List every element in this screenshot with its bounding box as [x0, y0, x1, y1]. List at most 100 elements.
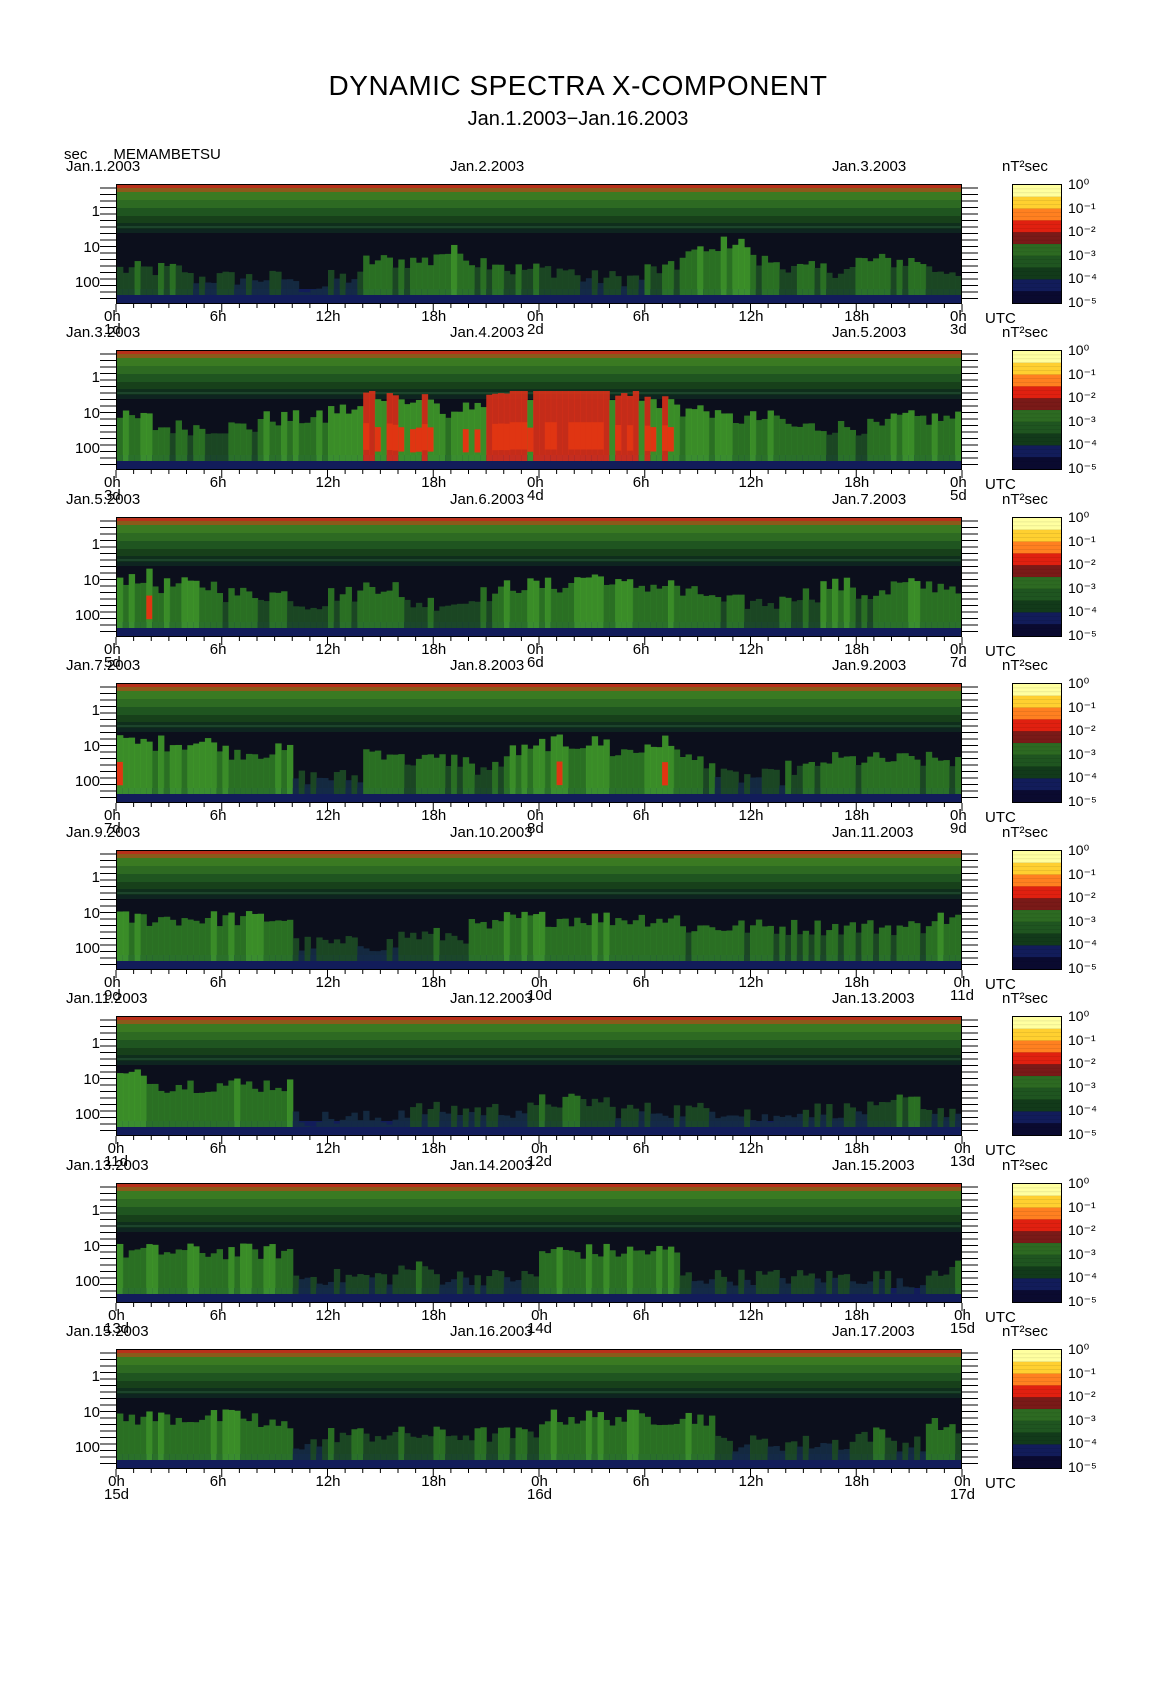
noise-floor-cell: [245, 1454, 253, 1468]
spectrogram-panel: Jan.15.2003 Jan.16.2003 Jan.17.2003 nT²sec 1…: [0, 1323, 1156, 1506]
noise-floor-cell: [925, 622, 933, 636]
x-tick-label: 6h: [632, 974, 650, 991]
activity-cell: [732, 925, 739, 961]
noise-floor-cell: [439, 788, 446, 802]
colorbar-swatch: [1013, 374, 1061, 387]
activity-cell: [316, 777, 323, 794]
noise-floor-cell: [544, 1288, 552, 1302]
noise-floor-cell: [175, 1288, 182, 1302]
activity-cell: [374, 1273, 382, 1294]
panel-end-date: Jan.5.2003: [832, 324, 907, 341]
activity-cell: [181, 577, 188, 628]
activity-cell: [826, 1104, 833, 1127]
activity-cell: [621, 1421, 628, 1460]
activity-cell: [410, 932, 417, 961]
y-tick-label: 100: [74, 773, 100, 790]
noise-floor-cell: [122, 1454, 130, 1468]
high-power-cell: [662, 762, 669, 786]
noise-floor-cell: [199, 1288, 206, 1302]
activity-cell: [714, 251, 722, 295]
panel-mid-date: Jan.10.2003: [450, 824, 533, 841]
activity-cell: [884, 1270, 892, 1294]
panel-end-date: Jan.9.2003: [832, 657, 907, 674]
noise-floor-cell: [832, 1454, 839, 1468]
noise-floor-cell: [316, 622, 323, 636]
noise-floor-cell: [257, 289, 265, 303]
noise-floor-cell: [726, 1288, 733, 1302]
noise-floor-cell: [732, 622, 739, 636]
noise-floor-cell: [667, 622, 675, 636]
noise-floor-cell: [925, 788, 933, 802]
activity-cell: [163, 1092, 171, 1127]
x-tick-label: 0h 9d: [104, 974, 121, 1004]
activity-cell: [603, 1243, 610, 1294]
activity-cell: [750, 1435, 757, 1460]
short-period-band: [117, 223, 961, 229]
colorbar-swatch: [1013, 851, 1061, 864]
noise-floor-cell: [562, 1121, 569, 1135]
noise-floor-cell: [169, 455, 177, 469]
noise-floor-cell: [732, 289, 739, 303]
activity-cell: [509, 1117, 517, 1127]
noise-floor-cell: [597, 1121, 604, 1135]
activity-cell: [574, 917, 581, 961]
noise-floor-cell: [779, 1288, 786, 1302]
noise-floor-cell: [527, 788, 534, 802]
noise-floor-cell: [949, 1454, 956, 1468]
noise-floor-cell: [228, 622, 235, 636]
activity-cell: [779, 926, 786, 961]
chart-title: DYNAMIC SPECTRA X-COMPONENT: [328, 70, 828, 101]
activity-cell: [486, 1276, 493, 1294]
noise-floor-cell: [861, 955, 868, 969]
activity-cell: [122, 911, 130, 961]
activity-cell: [955, 1260, 961, 1294]
activity-cell: [509, 914, 517, 961]
short-period-band: [117, 562, 961, 566]
noise-floor-cell: [826, 955, 833, 969]
activity-cell: [169, 1253, 177, 1294]
activity-cell: [615, 579, 622, 628]
activity-cell: [204, 917, 212, 961]
activity-cell: [310, 607, 317, 628]
activity-cell: [128, 737, 136, 794]
noise-floor-cell: [392, 622, 399, 636]
activity-cell: [175, 925, 182, 961]
chart-subtitle: Jan.1.2003−Jan.16.2003: [467, 108, 689, 130]
x-unit-label: UTC: [985, 976, 1016, 993]
y-tick-label: 1: [91, 369, 100, 386]
activity-cell: [152, 586, 159, 628]
activity-cell: [415, 1261, 423, 1294]
activity-cell: [286, 1079, 294, 1127]
noise-floor-cell: [539, 788, 546, 802]
noise-floor-cell: [708, 788, 716, 802]
activity-cell: [281, 411, 288, 461]
noise-floor-cell: [193, 622, 200, 636]
noise-floor-cell: [673, 955, 681, 969]
noise-floor-cell: [263, 455, 270, 469]
noise-floor-cell: [339, 455, 347, 469]
activity-cell: [281, 279, 288, 295]
activity-cell: [638, 1413, 645, 1460]
noise-floor-cell: [890, 1288, 898, 1302]
activity-cell: [738, 1116, 745, 1127]
noise-floor-cell: [843, 788, 851, 802]
noise-floor-cell: [796, 455, 804, 469]
noise-floor-cell: [310, 1121, 317, 1135]
noise-floor-cell: [392, 788, 399, 802]
activity-cell: [415, 758, 423, 794]
noise-floor-cell: [486, 955, 493, 969]
noise-floor-cell: [421, 622, 429, 636]
x-unit-label: UTC: [985, 476, 1016, 493]
noise-floor-cell: [955, 455, 961, 469]
activity-cell: [292, 410, 300, 461]
noise-floor-cell: [181, 788, 188, 802]
noise-floor-cell: [902, 1288, 909, 1302]
noise-floor-cell: [527, 1288, 534, 1302]
activity-cell: [943, 923, 950, 961]
x-tick-label: 12h: [315, 1140, 341, 1157]
colorbar-swatch: [1013, 1350, 1061, 1363]
noise-floor-cell: [626, 1288, 634, 1302]
noise-floor-cell: [556, 788, 563, 802]
noise-floor-cell: [539, 955, 546, 969]
activity-cell: [955, 593, 961, 628]
